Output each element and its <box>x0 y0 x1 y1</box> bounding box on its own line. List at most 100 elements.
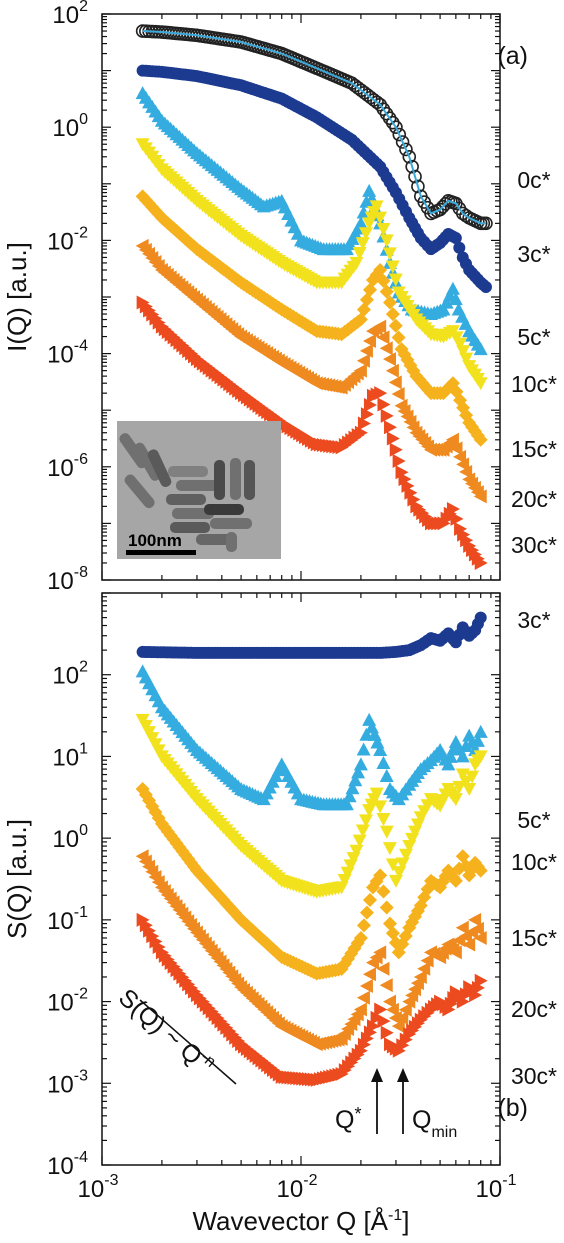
data-point <box>402 149 417 164</box>
data-point <box>385 363 399 378</box>
data-point <box>445 432 459 447</box>
y-tick-label: 10-2 <box>47 224 88 255</box>
fit-line <box>142 30 486 225</box>
y-tick-label: 10-6 <box>47 451 88 482</box>
panel-a-y-axis-label: I(Q) [a.u.] <box>2 242 32 352</box>
data-point <box>458 775 473 789</box>
y-tick-label: 10-4 <box>47 338 88 369</box>
data-point <box>376 884 391 899</box>
y-tick-label: 10-4 <box>47 1149 88 1180</box>
data-point <box>377 1014 391 1029</box>
data-point <box>388 318 403 333</box>
data-point <box>362 333 376 348</box>
y-tick-label-base: 10 <box>52 115 79 142</box>
data-point <box>379 341 393 356</box>
series-label: 10c* <box>511 371 557 397</box>
data-point <box>373 800 388 814</box>
series-3cstar <box>136 64 492 294</box>
data-point <box>388 874 403 888</box>
data-point <box>392 127 407 142</box>
data-point <box>453 241 466 254</box>
x-tick-label-base: 10 <box>78 1176 105 1203</box>
data-point <box>355 824 370 838</box>
qstar-annotation: Q* <box>335 1068 383 1134</box>
y-tick-label-exp: 2 <box>79 659 88 676</box>
series-10cstar <box>135 713 488 899</box>
data-point <box>446 501 460 516</box>
data-point <box>356 353 370 368</box>
data-point <box>389 120 403 134</box>
x-tick-label: 10-2 <box>277 1172 318 1203</box>
data-point <box>342 789 357 803</box>
data-point <box>395 1010 409 1025</box>
data-point <box>445 281 460 295</box>
series-label: 20c* <box>511 996 557 1022</box>
data-point <box>391 387 405 402</box>
data-point <box>385 858 400 872</box>
data-point <box>359 979 373 994</box>
data-point <box>379 900 394 915</box>
series-3cstar <box>136 611 487 659</box>
x-tick-label: 10-1 <box>476 1172 517 1203</box>
data-point <box>353 757 368 771</box>
data-point <box>380 408 394 423</box>
data-point <box>474 973 488 988</box>
data-point <box>385 1002 399 1017</box>
data-point <box>473 724 488 738</box>
y-tick-label: 10-8 <box>47 564 88 595</box>
y-tick-label-base: 10 <box>47 1153 74 1180</box>
series-10cstar <box>135 138 488 391</box>
y-tick-label-exp: 0 <box>79 111 88 128</box>
y-tick-label: 10-3 <box>47 1067 88 1098</box>
data-point <box>456 345 471 359</box>
data-point <box>382 247 397 261</box>
series-label: 20c* <box>511 486 557 512</box>
panel-a-label: (a) <box>497 42 528 70</box>
y-tick-label-exp: -8 <box>74 564 88 581</box>
panel-b-series <box>135 611 488 1087</box>
y-tick-label-base: 10 <box>47 455 74 482</box>
series-15cstar <box>135 781 488 981</box>
data-point <box>356 918 371 933</box>
data-point <box>455 920 469 935</box>
y-tick-label-base: 10 <box>52 826 79 853</box>
data-point <box>348 773 363 787</box>
y-tick-label-base: 10 <box>47 342 74 369</box>
data-point <box>355 237 370 251</box>
data-point <box>462 937 476 952</box>
qmin-label: Qmin <box>412 1106 457 1141</box>
series-label: 3c* <box>517 241 550 267</box>
nanorods <box>119 433 255 552</box>
data-point <box>392 1043 406 1058</box>
qmin-annotation: Qmin <box>397 1068 457 1141</box>
data-point <box>450 511 464 526</box>
series-label: 10c* <box>511 849 557 875</box>
series-label: 5c* <box>517 324 550 350</box>
data-point <box>448 292 463 306</box>
y-tick-label: 102 <box>52 659 88 690</box>
data-point <box>373 319 387 334</box>
y-tick-label-exp: -4 <box>74 1149 88 1166</box>
data-point <box>411 179 425 194</box>
data-point <box>359 905 374 920</box>
y-tick-label: 10-2 <box>47 986 88 1017</box>
data-point <box>385 307 400 322</box>
data-point <box>479 281 492 294</box>
data-point <box>377 397 391 412</box>
y-tick-label-base: 10 <box>47 568 74 595</box>
y-tick-label-base: 10 <box>52 744 79 771</box>
series-5cstar <box>135 86 488 356</box>
panel-a-series-labels: 0c* 3c* 5c* 10c* 15c* 20c* 30c* <box>511 167 557 558</box>
data-point <box>376 273 391 288</box>
data-point <box>382 295 397 310</box>
data-point <box>358 227 373 241</box>
data-point <box>362 183 377 197</box>
series-30cstar <box>136 912 488 1087</box>
data-point <box>453 337 468 351</box>
data-point <box>373 262 388 277</box>
series-0cstar <box>135 24 493 231</box>
data-point <box>474 611 487 624</box>
